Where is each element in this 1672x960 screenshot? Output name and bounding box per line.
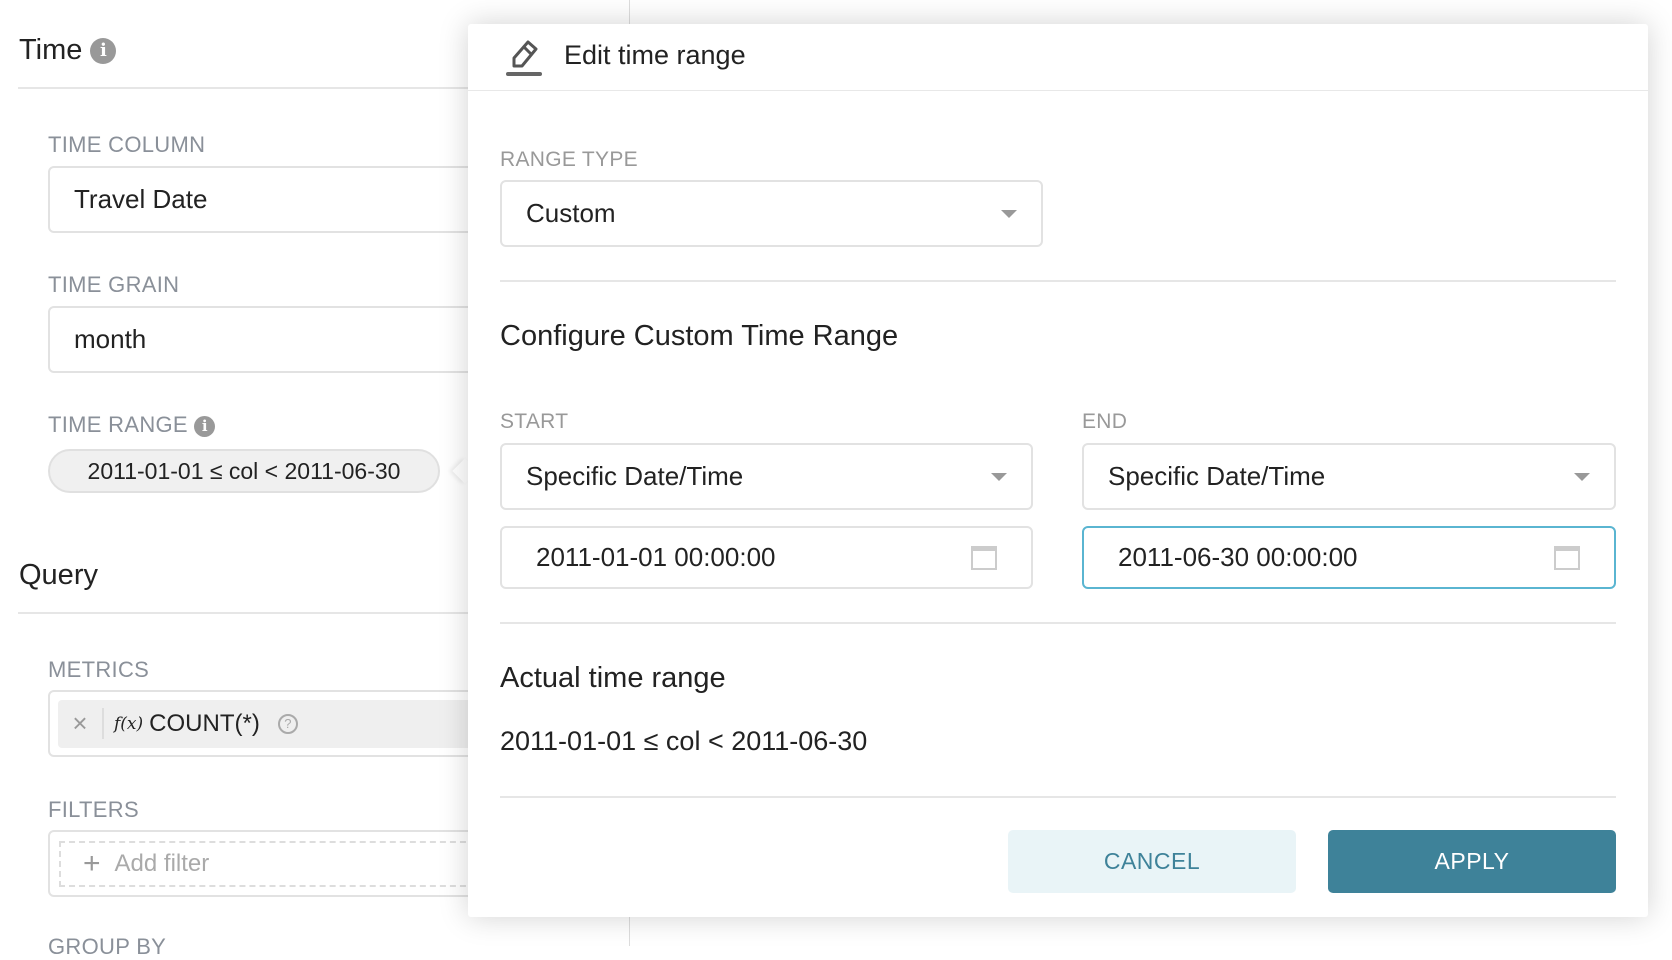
edit-time-range-popover: Edit time range RANGE TYPE Custom Config… [468,24,1648,917]
start-date-value: 2011-01-01 00:00:00 [536,542,776,572]
end-mode-select[interactable]: Specific Date/Time [1082,443,1616,510]
time-section-title: Time i [19,34,117,67]
actual-time-range-value: 2011-01-01 ≤ col < 2011-06-30 [500,726,868,756]
range-type-select[interactable]: Custom [500,180,1043,247]
plus-icon: + [83,846,101,880]
help-icon[interactable]: ? [277,713,298,734]
time-range-pill[interactable]: 2011-01-01 ≤ col < 2011-06-30 [48,449,440,493]
end-mode-value: Specific Date/Time [1108,461,1326,491]
chevron-down-icon [991,472,1007,481]
cancel-button[interactable]: CANCEL [1008,830,1296,893]
divider [500,796,1616,798]
time-grain-select[interactable]: month [48,306,488,373]
divider [18,612,468,614]
time-title-text: Time [19,34,83,66]
end-label: END [1082,410,1128,433]
popover-title: Edit time range [564,40,746,70]
metric-name: COUNT(*) [149,709,260,737]
apply-button[interactable]: APPLY [1328,830,1616,893]
info-icon[interactable]: i [90,38,117,65]
start-label: START [500,410,569,433]
chevron-down-icon [1001,209,1017,218]
query-section-title: Query [19,559,98,591]
actual-time-range-title: Actual time range [500,662,726,694]
divider [500,622,1616,624]
divider [18,87,468,89]
end-date-value: 2011-06-30 00:00:00 [1118,542,1358,572]
remove-metric-icon[interactable]: × [58,708,104,739]
time-range-label-text: TIME RANGE [48,412,188,437]
group-by-label: GROUP BY [48,934,167,959]
range-type-label: RANGE TYPE [500,148,638,171]
divider [500,280,1616,282]
metrics-box[interactable]: × f(x) COUNT(*) ? [48,690,488,757]
time-grain-label: TIME GRAIN [48,272,180,297]
add-filter-button[interactable]: + Add filter [59,840,486,887]
chevron-down-icon [1574,472,1590,481]
pencil-icon [504,38,544,78]
time-column-select[interactable]: Travel Date [48,166,488,233]
calendar-icon[interactable] [971,545,997,570]
start-mode-select[interactable]: Specific Date/Time [500,443,1033,510]
start-date-input[interactable]: 2011-01-01 00:00:00 [500,526,1033,589]
divider [468,90,1648,91]
add-filter-label: Add filter [114,849,210,877]
range-type-value: Custom [526,198,616,228]
configure-title: Configure Custom Time Range [500,320,899,352]
filters-label: FILTERS [48,797,139,822]
time-column-label: TIME COLUMN [48,132,206,157]
end-date-input[interactable]: 2011-06-30 00:00:00 [1082,526,1616,589]
info-icon[interactable]: i [194,415,216,437]
start-mode-value: Specific Date/Time [526,461,744,491]
fx-icon: f(x) [114,713,144,734]
calendar-icon[interactable] [1554,545,1580,570]
time-range-label: TIME RANGE i [48,412,216,438]
filters-box: + Add filter [48,830,488,897]
metrics-label: METRICS [48,657,150,682]
metric-tag[interactable]: × f(x) COUNT(*) ? [58,699,486,748]
